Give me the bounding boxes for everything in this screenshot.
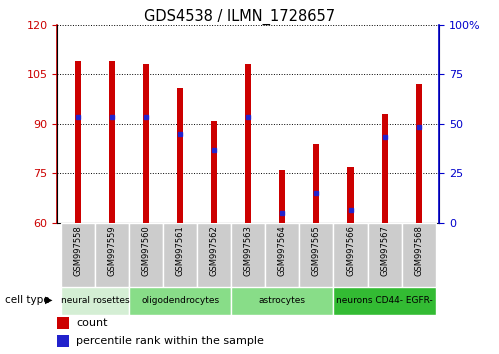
Bar — [143, 64, 149, 223]
Bar — [382, 114, 388, 223]
Bar — [61, 223, 95, 287]
Text: GDS4538 / ILMN_1728657: GDS4538 / ILMN_1728657 — [144, 9, 335, 25]
Bar — [57, 335, 69, 347]
Bar — [211, 121, 217, 223]
Bar — [368, 223, 402, 287]
Bar — [402, 223, 436, 287]
Bar — [61, 287, 129, 315]
Text: GSM997562: GSM997562 — [210, 225, 219, 276]
Text: percentile rank within the sample: percentile rank within the sample — [76, 336, 264, 346]
Bar — [197, 223, 231, 287]
Bar — [75, 61, 81, 223]
Text: count: count — [76, 318, 108, 328]
Bar — [163, 223, 197, 287]
Bar — [299, 223, 333, 287]
Bar — [95, 223, 129, 287]
Text: GSM997561: GSM997561 — [176, 225, 185, 276]
Bar — [279, 170, 285, 223]
Bar — [129, 287, 231, 315]
Text: astrocytes: astrocytes — [259, 296, 306, 306]
Text: GSM997566: GSM997566 — [346, 225, 355, 276]
Text: GSM997558: GSM997558 — [73, 225, 82, 276]
Bar — [231, 287, 333, 315]
Bar — [313, 144, 319, 223]
Bar — [416, 84, 422, 223]
Bar — [333, 223, 368, 287]
Text: GSM997560: GSM997560 — [142, 225, 151, 276]
Text: ▶: ▶ — [45, 295, 53, 305]
Bar — [129, 223, 163, 287]
Bar — [245, 64, 251, 223]
Text: GSM997567: GSM997567 — [380, 225, 389, 276]
Text: GSM997559: GSM997559 — [107, 225, 116, 275]
Bar — [265, 223, 299, 287]
Text: GSM997564: GSM997564 — [278, 225, 287, 276]
Text: oligodendrocytes: oligodendrocytes — [141, 296, 219, 306]
Text: cell type: cell type — [5, 295, 49, 305]
Bar — [333, 287, 436, 315]
Bar — [57, 317, 69, 329]
Text: GSM997563: GSM997563 — [244, 225, 253, 276]
Bar — [231, 223, 265, 287]
Text: GSM997568: GSM997568 — [414, 225, 423, 276]
Text: neural rosettes: neural rosettes — [60, 296, 129, 306]
Bar — [177, 87, 183, 223]
Bar — [347, 167, 354, 223]
Text: GSM997565: GSM997565 — [312, 225, 321, 276]
Text: neurons CD44- EGFR-: neurons CD44- EGFR- — [336, 296, 433, 306]
Bar — [109, 61, 115, 223]
